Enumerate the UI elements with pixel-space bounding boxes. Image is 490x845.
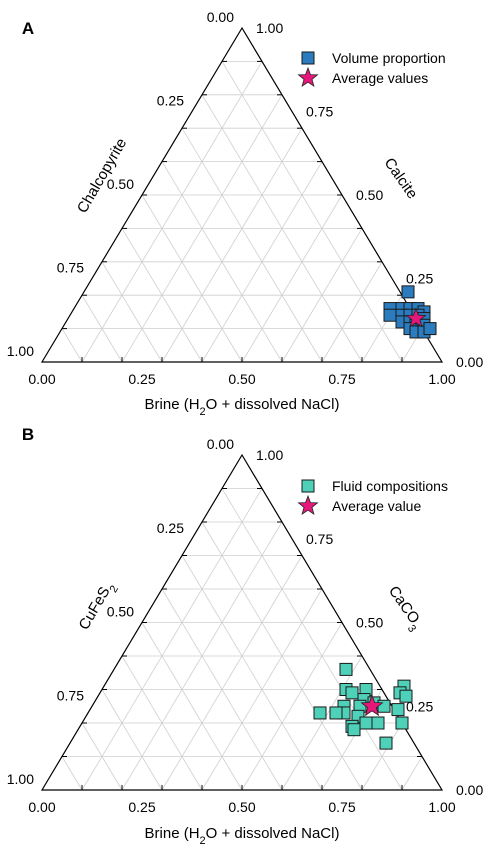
legend-star-icon	[297, 66, 319, 88]
data-point	[401, 285, 415, 299]
tick-label-bottom: 0.00	[28, 371, 55, 387]
legend-label-average: Average values	[332, 70, 428, 86]
data-point	[377, 699, 391, 713]
grid-line	[221, 488, 403, 791]
grid-line	[281, 655, 363, 791]
tick-label-right: 0.25	[406, 698, 433, 714]
panel-label: B	[22, 425, 34, 444]
grid-line	[81, 488, 263, 791]
axis-label-right: CaCO3	[381, 583, 426, 635]
tick-label-left: 1.00	[7, 771, 34, 787]
average-star	[405, 307, 427, 328]
tick-label-bottom: 0.75	[328, 371, 355, 387]
grid-line	[181, 127, 323, 363]
grid-line	[181, 555, 323, 791]
tick-label-right: 1.00	[256, 447, 283, 463]
legend-square-icon	[301, 51, 315, 65]
grid-line	[61, 756, 83, 791]
tick-label-left: 0.50	[107, 604, 134, 620]
tick-marks	[62, 488, 422, 790]
data-point	[345, 686, 359, 700]
tick-label-right: 0.25	[406, 271, 433, 287]
grid-line	[61, 328, 83, 363]
data-point	[395, 716, 409, 730]
data-point	[329, 706, 343, 720]
legend: Fluid compositions Average value	[297, 478, 448, 516]
grid-line	[241, 622, 343, 791]
grid-line	[241, 194, 343, 363]
data-point	[371, 716, 385, 730]
tick-marks	[62, 60, 422, 362]
data-point	[359, 716, 373, 730]
data-point	[423, 322, 437, 336]
average-star	[360, 694, 384, 717]
data-points	[383, 285, 437, 339]
tick-label-bottom: 0.25	[128, 371, 155, 387]
tick-label-right: 0.75	[306, 104, 333, 120]
legend-square-icon	[301, 479, 315, 493]
tick-label-left: 0.25	[157, 93, 184, 109]
legend-label-average: Average value	[332, 498, 421, 514]
grid-line	[401, 756, 423, 791]
panel-b: 0.00 0.25 0.50 0.75 1.000.000.250.500.751.00…	[7, 425, 484, 845]
axis-label-bottom: Brine (H2O + dissolved NaCl)	[145, 825, 340, 845]
tick-label-bottom: 1.00	[428, 799, 455, 815]
tick-label-bottom: 1.00	[428, 371, 455, 387]
legend-label-points: Volume proportion	[332, 50, 446, 66]
tick-label-left: 1.00	[7, 343, 34, 359]
tick-label-right: 0.50	[356, 615, 383, 631]
grid-lines	[61, 61, 423, 363]
tick-label-left: 0.75	[57, 260, 84, 276]
tick-label-bottom: 0.75	[328, 799, 355, 815]
tick-label-left: 0.00	[207, 436, 234, 452]
tick-label-left: 0.50	[107, 176, 134, 192]
tick-label-right: 0.00	[456, 354, 483, 370]
grid-line	[221, 61, 403, 363]
data-point	[379, 736, 393, 750]
data-points	[313, 662, 413, 750]
data-point	[347, 723, 361, 737]
tick-label-bottom: 0.00	[28, 799, 55, 815]
tick-label-bottom: 0.25	[128, 799, 155, 815]
legend-label-points: Fluid compositions	[332, 478, 448, 494]
grid-line	[321, 261, 383, 363]
tick-label-left: 0.25	[157, 520, 184, 536]
grid-line	[81, 61, 263, 363]
grid-line	[281, 228, 363, 363]
grid-line	[81, 294, 123, 363]
tick-label-right: 1.00	[256, 20, 283, 36]
tick-label-right: 0.50	[356, 187, 383, 203]
grid-line	[141, 194, 243, 363]
data-point	[399, 689, 413, 703]
grid-line	[121, 228, 203, 363]
tick-label-bottom: 0.50	[228, 799, 255, 815]
panel-label: A	[22, 19, 34, 38]
panel-a: 0.00 0.25 0.50 0.75 1.000.000.250.500.751.00…	[7, 9, 484, 418]
data-point	[313, 706, 327, 720]
grid-line	[161, 555, 303, 791]
grid-line	[101, 261, 163, 363]
axis-label-right: Calcite	[381, 155, 421, 202]
tick-label-right: 0.00	[456, 782, 483, 798]
grid-line	[81, 722, 123, 791]
grid-lines	[61, 488, 423, 791]
legend: Volume proportion Average values	[297, 50, 446, 88]
grid-line	[141, 622, 243, 791]
tick-label-bottom: 0.50	[228, 371, 255, 387]
grid-line	[161, 127, 303, 363]
axis-label-bottom: Brine (H2O + dissolved NaCl)	[145, 396, 340, 418]
data-point	[391, 703, 405, 717]
grid-line	[101, 689, 163, 791]
grid-line	[361, 722, 403, 791]
data-point	[383, 308, 397, 322]
tick-label-left: 0.75	[57, 687, 84, 703]
data-point	[339, 662, 353, 676]
tick-label-left: 0.00	[207, 9, 234, 25]
tick-label-right: 0.75	[306, 531, 333, 547]
grid-line	[121, 655, 203, 791]
legend-star-icon	[297, 494, 319, 516]
